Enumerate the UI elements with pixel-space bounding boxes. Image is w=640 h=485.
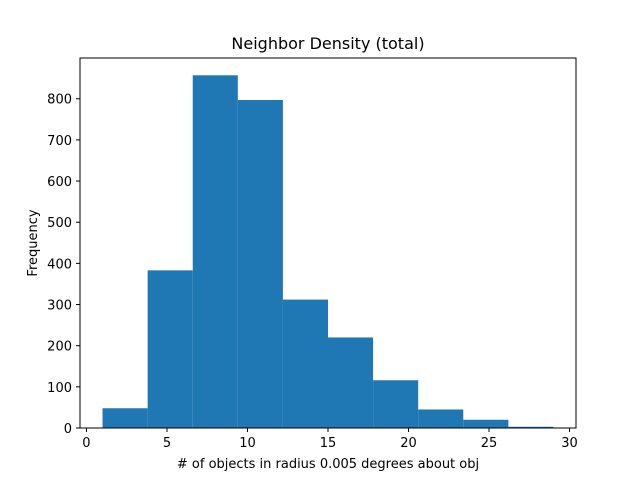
y-tick-label: 200 [47, 340, 72, 355]
histogram-bar [463, 419, 509, 428]
histogram-bar [102, 408, 148, 428]
x-tick-label: 10 [239, 436, 256, 451]
y-tick-label: 500 [47, 216, 72, 231]
histogram-bar [508, 426, 554, 428]
histogram-bar [418, 409, 464, 428]
x-tick-label: 0 [82, 436, 90, 451]
y-axis-ticks: 0 100 200 300 400 500 600 700 800 [47, 93, 80, 437]
y-tick-label: 600 [47, 175, 72, 190]
x-axis-ticks: 0 5 10 15 20 25 30 [82, 428, 578, 451]
y-tick-label: 700 [47, 134, 72, 149]
x-tick-label: 20 [400, 436, 417, 451]
histogram-bar [147, 270, 193, 428]
y-axis-label: Frequency [26, 209, 41, 276]
histogram-bar [237, 99, 283, 428]
y-tick-label: 100 [47, 381, 72, 396]
x-axis-label: # of objects in radius 0.005 degrees abo… [177, 457, 479, 472]
histogram-bar [192, 75, 238, 428]
x-tick-label: 25 [481, 436, 498, 451]
chart-title: Neighbor Density (total) [231, 34, 424, 53]
histogram-bar [373, 380, 419, 428]
x-tick-label: 15 [320, 436, 337, 451]
histogram-bar [328, 337, 374, 428]
y-tick-label: 0 [64, 422, 72, 437]
x-tick-label: 5 [163, 436, 171, 451]
y-tick-label: 800 [47, 93, 72, 108]
y-tick-label: 300 [47, 299, 72, 314]
y-tick-label: 400 [47, 257, 72, 272]
bars-group [102, 75, 554, 428]
histogram-bar [282, 299, 328, 428]
x-tick-label: 30 [561, 436, 578, 451]
